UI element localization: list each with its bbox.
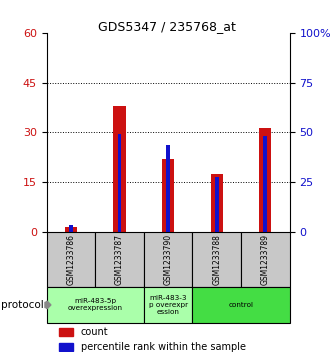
- Text: protocol: protocol: [1, 300, 43, 310]
- Bar: [144, 232, 192, 287]
- Text: GSM1233786: GSM1233786: [66, 234, 76, 285]
- Bar: [65, 227, 77, 232]
- Bar: [192, 232, 241, 287]
- Text: GSM1233789: GSM1233789: [261, 234, 270, 285]
- Bar: [47, 287, 144, 323]
- Text: GSM1233790: GSM1233790: [164, 234, 173, 285]
- Text: GSM1233788: GSM1233788: [212, 234, 221, 285]
- Bar: [215, 178, 219, 232]
- Bar: [59, 328, 73, 336]
- Text: percentile rank within the sample: percentile rank within the sample: [81, 342, 246, 352]
- Text: control: control: [228, 302, 254, 308]
- Bar: [69, 225, 73, 232]
- Bar: [211, 174, 223, 232]
- Bar: [259, 127, 271, 232]
- Bar: [162, 159, 174, 232]
- Bar: [166, 146, 170, 232]
- Text: GSM1233787: GSM1233787: [115, 234, 124, 285]
- Bar: [47, 232, 95, 287]
- Bar: [192, 287, 290, 323]
- Text: GDS5347 / 235768_at: GDS5347 / 235768_at: [98, 20, 235, 33]
- Bar: [118, 134, 122, 232]
- Bar: [114, 106, 126, 232]
- Bar: [241, 232, 290, 287]
- Text: count: count: [81, 327, 108, 337]
- Text: miR-483-5p
overexpression: miR-483-5p overexpression: [68, 298, 123, 311]
- Bar: [95, 232, 144, 287]
- Text: miR-483-3
p overexpr
ession: miR-483-3 p overexpr ession: [149, 295, 188, 315]
- Bar: [263, 136, 267, 232]
- Bar: [59, 343, 73, 351]
- Bar: [144, 287, 192, 323]
